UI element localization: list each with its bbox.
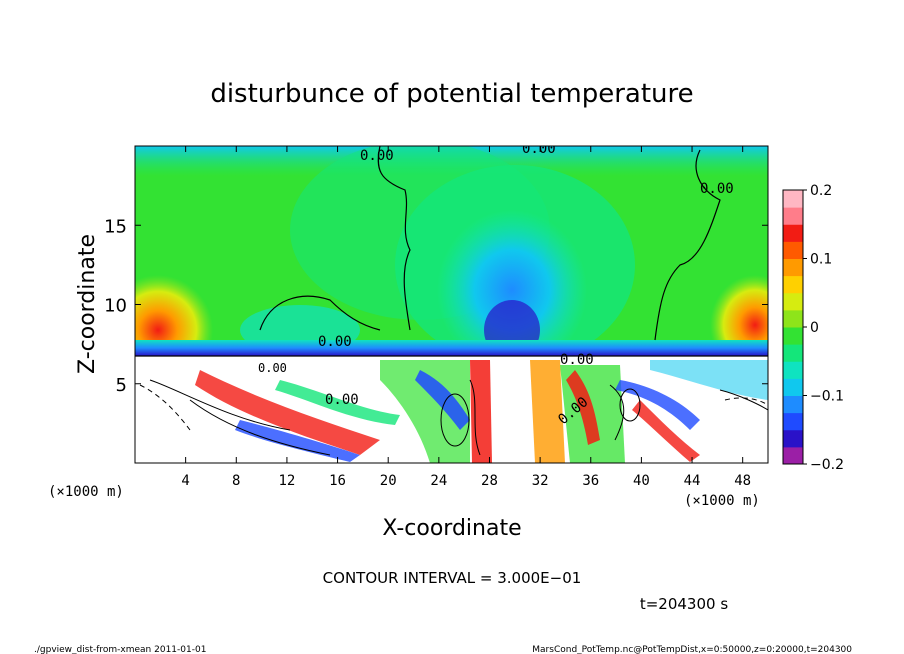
colorbar-swatch	[783, 327, 803, 345]
contour-interval-note: CONTOUR INTERVAL = 3.000E−01	[323, 569, 582, 587]
x-tick-label: 20	[380, 473, 397, 489]
x-tick-label: 4	[181, 473, 189, 489]
turbulent-streak	[530, 360, 565, 463]
x-tick-label: 44	[684, 473, 701, 489]
colorbar-swatch	[783, 309, 803, 328]
x-axis: 4 8 12 16 20 24 28 32 36 40 44 48	[181, 146, 751, 489]
colorbar-labels: 0.2 0.1 0 −0.1 −0.2	[803, 183, 844, 473]
x-axis-label: X-coordinate	[382, 516, 521, 541]
colorbar	[783, 190, 803, 465]
turbulent-streak	[566, 370, 600, 445]
x-tick-label: 24	[430, 473, 447, 489]
turbulent-streak	[415, 370, 470, 430]
colorbar-tick-label: 0.2	[810, 183, 832, 199]
x-tick-label: 8	[232, 473, 240, 489]
colorbar-swatch	[783, 344, 803, 362]
footer-right: MarsCond_PotTemp.nc@PotTempDist,x=0:5000…	[532, 645, 852, 654]
contour-label: 0.00	[700, 181, 734, 197]
turbulent-streak	[470, 360, 492, 463]
contour-label: 0.00	[318, 334, 352, 350]
x-tick-label: 36	[582, 473, 599, 489]
turbulent-streak	[275, 380, 400, 425]
contour-line	[619, 388, 641, 422]
colorbar-swatch	[783, 429, 803, 448]
x-tick-label: 40	[633, 473, 650, 489]
colorbar-tick-label: −0.2	[810, 457, 844, 473]
colorbar-swatch	[783, 224, 803, 242]
turbulent-streak	[195, 370, 380, 455]
colorbar-swatch	[783, 190, 803, 208]
x-unit-label-right: (×1000 m)	[684, 493, 760, 509]
colorbar-swatch	[783, 395, 803, 414]
contour-label: 0.00	[560, 352, 594, 368]
contour-line	[440, 393, 470, 447]
turbulent-streak	[632, 400, 700, 462]
turbulent-streak	[235, 420, 360, 462]
y-axis-label: Z-coordinate	[75, 234, 100, 374]
colorbar-swatch	[783, 292, 803, 311]
x-tick-label: 28	[481, 473, 498, 489]
colorbar-swatch	[783, 241, 803, 259]
x-tick-label: 16	[329, 473, 346, 489]
y-tick-label: 5	[116, 375, 127, 396]
inversion-band	[135, 340, 768, 356]
chart-title: disturbunce of potential temperature	[210, 79, 693, 109]
footer-left: ./gpview_dist-from-xmean 2011-01-01	[34, 645, 206, 654]
colorbar-swatch	[783, 207, 803, 225]
turbulent-region	[650, 360, 768, 400]
y-tick-label: 15	[104, 216, 127, 237]
zero-contour-line	[259, 295, 381, 331]
zero-contour-line	[654, 149, 721, 341]
cold-plume	[437, 210, 587, 370]
colorbar-tick-label: 0	[810, 320, 819, 336]
zero-contour-line	[377, 146, 411, 331]
colorbar-tick-label: −0.1	[810, 389, 844, 405]
x-tick-label: 12	[278, 473, 295, 489]
contour-line	[149, 379, 768, 456]
colorbar-swatch	[783, 446, 803, 465]
colorbar-swatch	[783, 275, 803, 294]
contour-label: 0.00	[325, 392, 359, 408]
x-tick-label: 32	[532, 473, 549, 489]
contour-label: 0.00	[258, 361, 287, 375]
time-stamp: t=204300 s	[640, 595, 728, 613]
x-tick-label: 48	[734, 473, 751, 489]
colorbar-swatch	[783, 412, 803, 431]
colorbar-tick-label: 0.1	[810, 252, 832, 268]
contour-label: 0.00	[522, 141, 556, 157]
contour-label: 0.00	[360, 148, 394, 164]
y-axis: 5 10 15	[104, 216, 768, 396]
x-unit-label-left: (×1000 m)	[48, 484, 124, 500]
colorbar-swatch	[783, 378, 803, 396]
colorbar-swatch	[783, 258, 803, 277]
colorbar-swatch	[783, 361, 803, 379]
y-tick-label: 10	[104, 296, 127, 317]
negative-contour-line	[139, 384, 768, 431]
plot-area: 0.00 0.00 0.00 0.00 0.00 0.00 0.00 0.00	[135, 141, 768, 463]
turbulent-region	[380, 360, 470, 463]
